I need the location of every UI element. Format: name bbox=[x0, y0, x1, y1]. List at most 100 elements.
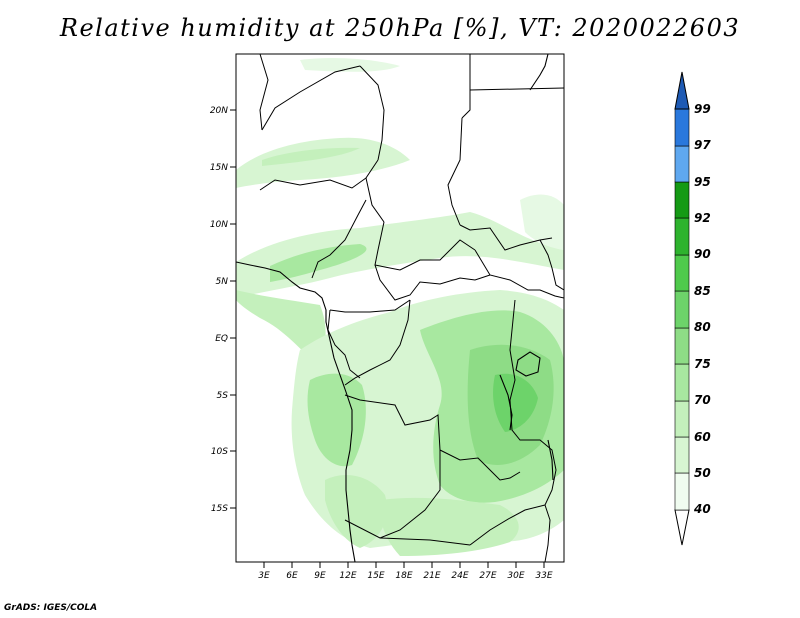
coast-lake-victoria bbox=[515, 351, 541, 377]
border-libya-algeria bbox=[259, 54, 269, 131]
colorbar-label: 99 bbox=[694, 102, 711, 116]
svg-text:18E: 18E bbox=[395, 571, 412, 581]
border-congo-drc bbox=[344, 299, 411, 386]
colorbar-label: 95 bbox=[694, 175, 711, 189]
colorbar-label: 75 bbox=[694, 357, 711, 371]
lon-tick: 30E bbox=[507, 562, 525, 581]
humidity-top bbox=[300, 58, 400, 72]
svg-text:EQ: EQ bbox=[215, 334, 228, 344]
colorbar-label: 70 bbox=[694, 393, 711, 407]
border-chad-sudan bbox=[447, 117, 463, 226]
border-nigeria bbox=[259, 177, 367, 191]
border-cameroon-congo bbox=[329, 299, 411, 313]
svg-text:20N: 20N bbox=[210, 106, 228, 116]
lat-tick: 5N bbox=[216, 277, 236, 287]
border-car-drc bbox=[374, 264, 491, 301]
border-niger-chad bbox=[365, 159, 385, 223]
lon-tick: 9E bbox=[314, 562, 326, 581]
map-title: Relative humidity at 250hPa [%], VT: 202… bbox=[59, 14, 741, 42]
svg-text:15S: 15S bbox=[211, 504, 228, 514]
lon-tick: 18E bbox=[395, 562, 413, 581]
colorbar-segment bbox=[674, 363, 690, 402]
lon-tick: 24E bbox=[451, 562, 469, 581]
colorbar: 40 50 60 70 75 80 85 90 92 95 97 99 bbox=[674, 71, 711, 546]
coast-lake-tanganyika bbox=[499, 374, 513, 431]
svg-text:15N: 15N bbox=[210, 163, 228, 173]
colorbar-segment bbox=[674, 181, 690, 219]
colorbar-segment bbox=[674, 108, 690, 147]
svg-text:3E: 3E bbox=[258, 571, 270, 581]
border-gabon bbox=[327, 309, 361, 379]
lon-tick: 15E bbox=[367, 562, 385, 581]
svg-text:9E: 9E bbox=[314, 571, 326, 581]
lon-tick: 27E bbox=[479, 562, 497, 581]
border-sudan-egypt bbox=[469, 87, 564, 91]
svg-text:5S: 5S bbox=[217, 391, 229, 401]
lon-tick: 21E bbox=[423, 562, 441, 581]
colorbar-segment bbox=[674, 217, 690, 256]
svg-text:24E: 24E bbox=[451, 571, 468, 581]
colorbar-label: 90 bbox=[694, 247, 711, 261]
svg-text:21E: 21E bbox=[423, 571, 440, 581]
country-borders bbox=[259, 54, 564, 562]
border-mozambique bbox=[544, 504, 551, 562]
humidity-band-sahel bbox=[236, 212, 564, 298]
humidity-south-west bbox=[325, 475, 388, 548]
humidity-sahel-inner bbox=[270, 244, 367, 282]
colorbar-segment bbox=[674, 472, 690, 511]
humidity-shading bbox=[236, 58, 564, 556]
colorbar-top-arrow bbox=[674, 71, 690, 110]
colorbar-segment bbox=[674, 436, 690, 474]
colorbar-label: 50 bbox=[694, 466, 711, 480]
svg-text:10N: 10N bbox=[210, 220, 228, 230]
colorbar-segment bbox=[674, 400, 690, 438]
svg-text:12E: 12E bbox=[339, 571, 356, 581]
lat-tick: 15N bbox=[210, 163, 236, 173]
colorbar-label: 40 bbox=[693, 502, 711, 516]
colorbar-label: 80 bbox=[694, 320, 711, 334]
border-niger-north bbox=[261, 65, 361, 131]
border-namibia bbox=[344, 519, 471, 546]
coast-lake-malawi bbox=[547, 439, 554, 481]
lon-tick: 6E bbox=[286, 562, 298, 581]
border-libya-chad bbox=[359, 65, 385, 161]
lat-tick: 5S bbox=[217, 391, 236, 401]
svg-text:33E: 33E bbox=[535, 571, 552, 581]
humidity-south bbox=[379, 497, 519, 556]
svg-text:5N: 5N bbox=[216, 277, 229, 287]
lat-tick: 15S bbox=[211, 504, 236, 514]
border-egypt-libya bbox=[461, 54, 471, 119]
border-zambia-zimbabwe bbox=[469, 504, 546, 546]
colorbar-label: 92 bbox=[694, 211, 711, 225]
lat-axis: 20N 15N 10N 5N EQ 5S 10S 15S bbox=[210, 106, 236, 514]
svg-text:6E: 6E bbox=[286, 571, 298, 581]
border-ethiopia bbox=[539, 239, 564, 291]
border-nigeria-cameroon bbox=[311, 199, 367, 279]
colorbar-label: 97 bbox=[694, 138, 711, 152]
lon-tick: 12E bbox=[339, 562, 357, 581]
colorbar-segment bbox=[674, 290, 690, 329]
grads-credit: GrADS: IGES/COLA bbox=[4, 603, 98, 613]
lat-tick: 10S bbox=[211, 447, 236, 457]
coast-west-africa bbox=[236, 261, 356, 562]
colorbar-label: 60 bbox=[694, 430, 711, 444]
lon-axis: 3E 6E 9E 12E 15E 18E 21E 24E 27E 30E 33E bbox=[258, 562, 553, 581]
lat-tick: EQ bbox=[215, 334, 236, 344]
lon-tick: 3E bbox=[258, 562, 270, 581]
humidity-core-darkest bbox=[493, 373, 538, 432]
colorbar-segment bbox=[674, 145, 690, 183]
colorbar-label: 85 bbox=[694, 284, 711, 298]
svg-text:10S: 10S bbox=[211, 447, 228, 457]
lat-tick: 20N bbox=[210, 106, 236, 116]
humidity-band-north-inner bbox=[262, 147, 360, 166]
colorbar-segment bbox=[674, 254, 690, 292]
svg-text:30E: 30E bbox=[507, 571, 524, 581]
svg-text:27E: 27E bbox=[479, 571, 496, 581]
humidity-west-coast bbox=[236, 290, 326, 365]
coastline bbox=[236, 54, 554, 562]
humidity-northeast bbox=[520, 194, 564, 250]
map-frame bbox=[235, 53, 565, 563]
border-chad-car bbox=[374, 221, 476, 271]
colorbar-bottom-arrow bbox=[674, 509, 690, 546]
